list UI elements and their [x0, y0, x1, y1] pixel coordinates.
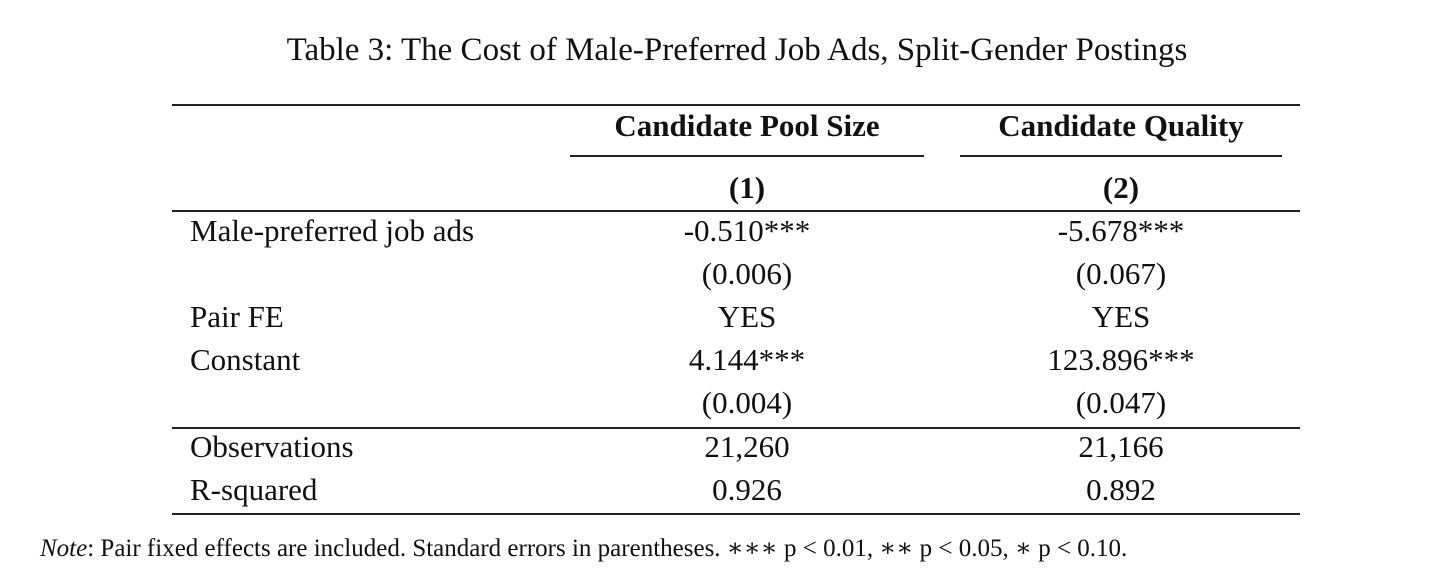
note-text: : Pair fixed effects are included. Stand…	[87, 535, 1128, 562]
cell-value: -0.510***	[683, 213, 811, 248]
column-header: Candidate Pool Size	[614, 108, 880, 143]
stats-rule	[172, 427, 1300, 429]
row-label: Observations	[190, 429, 354, 464]
cell-value: 21,166	[1078, 429, 1164, 464]
row-label: Male-preferred job ads	[190, 213, 475, 248]
table-note: Note: Pair fixed effects are included. S…	[40, 536, 1127, 561]
cell-standard-error: (0.006)	[701, 256, 793, 291]
top-rule	[172, 104, 1300, 106]
cell-value: 0.926	[712, 472, 782, 507]
cell-value: 123.896***	[1047, 342, 1195, 377]
cell-standard-error: (0.004)	[701, 385, 793, 420]
row-label: Pair FE	[190, 299, 284, 334]
cell-standard-error: (0.047)	[1075, 385, 1167, 420]
row-label: Constant	[190, 342, 301, 377]
column-header: Candidate Quality	[998, 108, 1244, 143]
bottom-rule	[172, 513, 1300, 515]
row-label: R-squared	[190, 472, 318, 507]
mid-rule	[172, 210, 1300, 212]
note-label: Note	[40, 535, 88, 562]
cell-value: 0.892	[1086, 472, 1156, 507]
cell-value: 21,260	[704, 429, 790, 464]
cell-value: YES	[717, 299, 777, 334]
header-underline	[570, 155, 924, 157]
column-number: (1)	[728, 170, 766, 205]
header-underline	[960, 155, 1282, 157]
cell-standard-error: (0.067)	[1075, 256, 1167, 291]
column-number: (2)	[1102, 170, 1140, 205]
table-title: Table 3: The Cost of Male-Preferred Job …	[286, 32, 1188, 68]
cell-value: -5.678***	[1057, 213, 1185, 248]
cell-value: YES	[1091, 299, 1151, 334]
cell-value: 4.144***	[688, 342, 806, 377]
